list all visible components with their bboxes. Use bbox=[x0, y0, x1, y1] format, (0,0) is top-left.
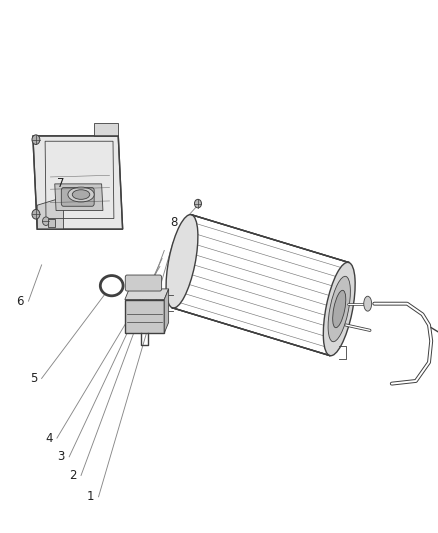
Text: 1: 1 bbox=[87, 490, 94, 503]
Text: 3: 3 bbox=[57, 450, 65, 463]
Ellipse shape bbox=[333, 290, 346, 328]
Ellipse shape bbox=[364, 296, 372, 311]
Polygon shape bbox=[37, 197, 64, 229]
Polygon shape bbox=[48, 219, 55, 227]
Polygon shape bbox=[164, 289, 169, 333]
Ellipse shape bbox=[72, 190, 90, 199]
Ellipse shape bbox=[32, 209, 40, 219]
Text: 4: 4 bbox=[45, 432, 53, 445]
Polygon shape bbox=[173, 215, 349, 356]
Ellipse shape bbox=[328, 276, 350, 342]
FancyBboxPatch shape bbox=[61, 188, 94, 206]
Ellipse shape bbox=[100, 276, 123, 296]
Polygon shape bbox=[125, 300, 164, 333]
Text: 8: 8 bbox=[170, 216, 177, 229]
Text: 5: 5 bbox=[30, 372, 37, 385]
Ellipse shape bbox=[32, 135, 40, 144]
FancyBboxPatch shape bbox=[125, 275, 162, 291]
Ellipse shape bbox=[323, 262, 355, 356]
Text: 6: 6 bbox=[17, 295, 24, 308]
Ellipse shape bbox=[68, 187, 94, 202]
Ellipse shape bbox=[166, 215, 198, 308]
Polygon shape bbox=[55, 184, 103, 211]
Polygon shape bbox=[125, 289, 169, 300]
Polygon shape bbox=[94, 123, 118, 136]
Ellipse shape bbox=[42, 217, 49, 225]
Ellipse shape bbox=[194, 199, 201, 208]
Text: 7: 7 bbox=[57, 177, 65, 190]
Text: 2: 2 bbox=[69, 469, 77, 482]
Polygon shape bbox=[33, 136, 123, 229]
